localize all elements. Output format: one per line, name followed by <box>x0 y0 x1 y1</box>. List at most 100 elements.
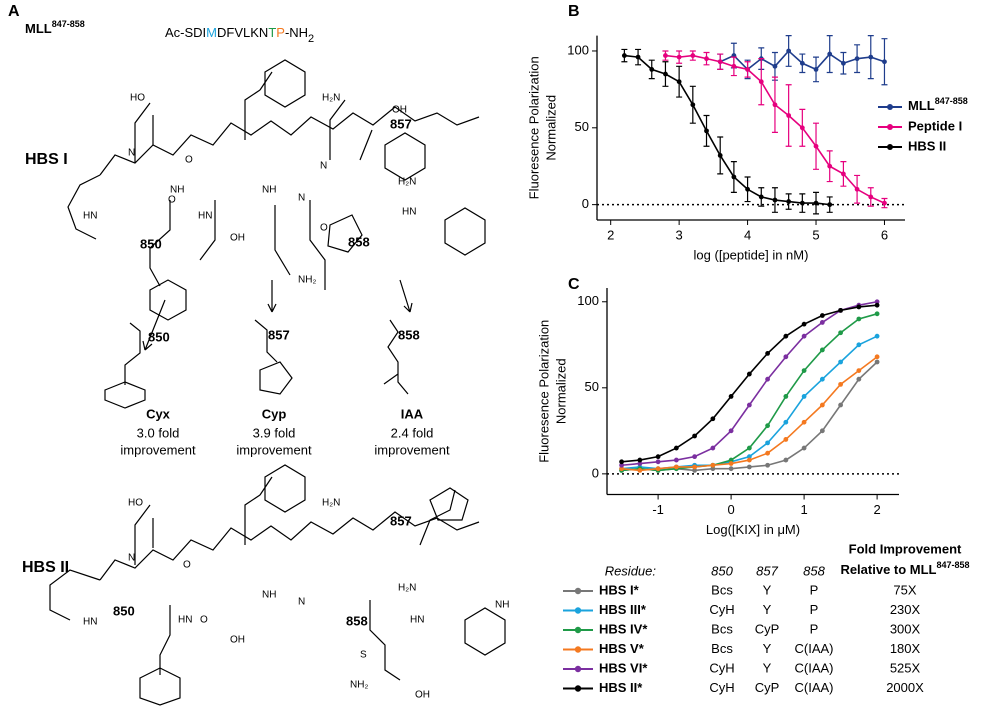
data-point <box>786 199 792 204</box>
series-line <box>621 361 878 472</box>
structure-hbs1 <box>67 59 486 321</box>
atom-label: HN <box>178 615 192 626</box>
data-point <box>772 102 778 108</box>
data-point <box>619 462 624 468</box>
table-cell: 525X <box>890 660 921 675</box>
data-point <box>635 54 641 60</box>
legend-marker <box>574 587 582 595</box>
legend-marker <box>887 104 893 110</box>
residue-label: 850 <box>113 603 135 618</box>
structure-hbs2 <box>49 464 506 706</box>
data-point <box>746 457 752 463</box>
legend-label-main: MLL <box>908 98 935 113</box>
data-point <box>819 320 825 325</box>
data-point <box>746 454 752 460</box>
legend-label: HBS VI* <box>599 660 648 675</box>
atom-label: O <box>183 560 191 571</box>
data-point <box>841 60 846 66</box>
data-point <box>813 200 819 206</box>
atom-label: OH <box>230 635 245 646</box>
fold-subheader-sup: 847-858 <box>937 560 970 570</box>
mod-fold: 3.0 fold <box>137 425 180 440</box>
data-point <box>673 445 679 451</box>
legend-marker <box>574 665 582 673</box>
x-axis-label: Log([KIX] in μM) <box>706 522 800 537</box>
data-point <box>731 174 737 180</box>
data-point <box>745 67 750 72</box>
mod-residue: 858 <box>398 327 420 342</box>
table-cell: P <box>810 582 819 597</box>
atom-label: H₂N <box>398 583 416 594</box>
data-point <box>874 354 880 360</box>
atom-label: NH <box>262 185 276 196</box>
atom-label: HO <box>128 498 143 509</box>
atom-label: H₂N <box>322 498 340 509</box>
data-point <box>637 468 643 473</box>
data-point <box>704 56 709 62</box>
data-point <box>663 71 668 77</box>
table-cell: C(IAA) <box>795 680 834 695</box>
data-point <box>801 368 807 373</box>
table-cell: Y <box>763 602 772 617</box>
data-point <box>819 402 825 408</box>
data-point <box>874 359 880 365</box>
legend-label: HBS I* <box>599 582 640 597</box>
sequence: Ac-SDIMDFVLKNTP-NH2 <box>165 25 314 44</box>
data-point <box>838 381 843 387</box>
table-cell: CyP <box>755 680 780 695</box>
data-point <box>801 333 807 339</box>
data-point <box>786 113 792 118</box>
table-cell: 180X <box>890 641 921 656</box>
data-point <box>838 359 843 365</box>
atom-label: HN <box>198 211 212 222</box>
data-point <box>801 445 807 451</box>
mod-residue: 857 <box>268 327 290 342</box>
data-point <box>838 330 843 336</box>
data-point <box>621 53 627 58</box>
atom-label: H₂N <box>322 93 340 104</box>
atom-label: NH <box>262 590 276 601</box>
sequence-part: Ac-SDI <box>165 25 206 40</box>
fold-subheader: Relative to MLL847-858 <box>840 560 969 577</box>
table-cell: 75X <box>893 582 916 597</box>
residue-label: 858 <box>348 234 370 249</box>
atom-label: HN <box>410 615 424 626</box>
data-point <box>619 459 624 465</box>
data-point <box>717 59 723 65</box>
legend-marker <box>574 626 582 634</box>
data-point <box>746 371 752 377</box>
data-point <box>783 394 789 399</box>
atom-label: OH <box>230 233 245 244</box>
arrows <box>142 279 413 351</box>
y-tick-label: 100 <box>577 293 599 308</box>
y-axis-label: Fluoresence Polarization <box>526 56 541 199</box>
atom-label: HN <box>83 617 97 628</box>
atom-label: S <box>360 650 367 661</box>
data-point <box>676 54 682 60</box>
sequence-part: DFVLKN <box>217 25 268 40</box>
y-tick-label: 50 <box>585 379 599 394</box>
legend-marker <box>574 685 582 692</box>
x-tick-label: 5 <box>812 227 819 242</box>
mod-improvement: improvement <box>374 442 450 457</box>
table-cell: 2000X <box>886 680 924 695</box>
data-point <box>882 59 887 65</box>
x-tick-label: 2 <box>607 227 614 242</box>
data-point <box>827 163 833 169</box>
fold-header: Fold Improvement <box>849 541 962 556</box>
data-point <box>704 128 709 134</box>
data-point <box>819 428 825 434</box>
data-point <box>765 376 770 382</box>
data-point <box>619 466 624 472</box>
data-point <box>801 321 807 327</box>
x-tick-label: 1 <box>800 502 807 517</box>
data-point <box>783 354 789 360</box>
x-tick-label: 2 <box>873 502 880 517</box>
data-point <box>637 457 643 463</box>
legend-label-sup: 847-858 <box>935 96 968 106</box>
data-point <box>731 63 737 69</box>
data-point <box>637 461 643 466</box>
atom-label: H₂N <box>398 177 416 188</box>
peptide-name-sup: 847-858 <box>52 19 85 29</box>
